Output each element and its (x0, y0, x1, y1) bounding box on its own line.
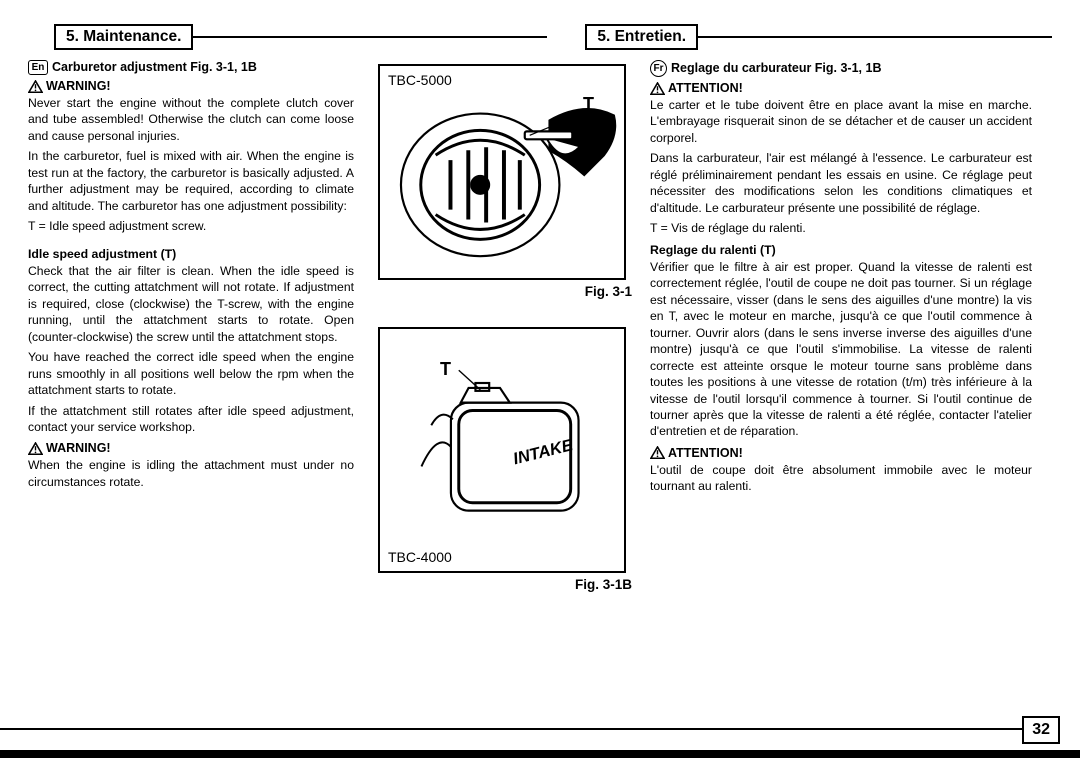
page-number: 32 (1022, 716, 1060, 744)
figures-column: TBC-5000 T (368, 60, 636, 700)
section-headers: 5. Maintenance. 5. Entretien. (28, 24, 1052, 50)
en-title-text: Carburetor adjustment Fig. 3-1, 1B (52, 60, 257, 74)
fig1-caption: Fig. 3-1 (585, 284, 632, 299)
en-carb-text: In the carburetor, fuel is mixed with ai… (28, 148, 354, 214)
fr-carb-text: Dans la carburateur, l'air est mélangé à… (650, 150, 1032, 216)
en-warning-text: Never start the engine without the compl… (28, 95, 354, 144)
en-idle-text-3: If the attatchment still rotates after i… (28, 403, 354, 436)
fig2-caption: Fig. 3-1B (575, 577, 632, 592)
footer-rule (0, 728, 1034, 730)
carburetor-illustration-2: INTAKE (380, 329, 620, 545)
fr-warning2-label: ATTENTION! (668, 446, 743, 460)
en-warning-1: WARNING! (28, 79, 354, 93)
fr-idle-title: Reglage du ralenti (T) (650, 243, 1032, 257)
fr-warning-text: Le carter et le tube doivent être en pla… (650, 97, 1032, 146)
svg-text:INTAKE: INTAKE (511, 435, 576, 468)
warning-icon (28, 80, 43, 93)
header-rule (698, 36, 1052, 50)
en-idle-title: Idle speed adjustment (T) (28, 247, 354, 261)
warning-icon (650, 82, 665, 95)
fr-idle-text: Vérifier que le filtre à air est proper.… (650, 259, 1032, 440)
figure-3-1: TBC-5000 T (378, 64, 626, 280)
fr-warning-2: ATTENTION! (650, 446, 1032, 460)
warning-icon (650, 446, 665, 459)
en-lang-badge: En (28, 60, 48, 75)
fr-t-def: T = Vis de réglage du ralenti. (650, 220, 1032, 236)
header-en: 5. Maintenance. (54, 24, 193, 50)
header-fr: 5. Entretien. (585, 24, 698, 50)
en-warning2-label: WARNING! (46, 441, 111, 455)
en-warning-label: WARNING! (46, 79, 111, 93)
content-columns: En Carburetor adjustment Fig. 3-1, 1B WAR… (28, 60, 1052, 700)
fr-warning-label: ATTENTION! (668, 81, 743, 95)
french-column: Fr Reglage du carburateur Fig. 3-1, 1B AT… (650, 60, 1032, 700)
header-rule (193, 36, 547, 50)
en-section-title: En Carburetor adjustment Fig. 3-1, 1B (28, 60, 354, 75)
figure-3-1b: T INTAKE TBC-4000 (378, 327, 626, 573)
fr-section-title: Fr Reglage du carburateur Fig. 3-1, 1B (650, 60, 1032, 77)
en-idle-text-2: You have reached the correct idle speed … (28, 349, 354, 398)
en-t-def: T = Idle speed adjustment screw. (28, 218, 354, 234)
en-warning2-text: When the engine is idling the attachment… (28, 457, 354, 490)
en-warning-2: WARNING! (28, 441, 354, 455)
fr-title-text: Reglage du carburateur Fig. 3-1, 1B (671, 61, 881, 75)
warning-icon (28, 442, 43, 455)
en-idle-text-1: Check that the air filter is clean. When… (28, 263, 354, 345)
fr-warning2-text: L'outil de coupe doit être absolument im… (650, 462, 1032, 495)
manual-page: 5. Maintenance. 5. Entretien. En Carburet… (0, 0, 1080, 758)
scan-shadow (0, 750, 1080, 758)
fr-warning-1: ATTENTION! (650, 81, 1032, 95)
fig2-model: TBC-4000 (388, 549, 452, 565)
carburetor-illustration-1 (380, 66, 620, 274)
english-column: En Carburetor adjustment Fig. 3-1, 1B WAR… (28, 60, 354, 700)
fr-lang-badge: Fr (650, 60, 667, 77)
